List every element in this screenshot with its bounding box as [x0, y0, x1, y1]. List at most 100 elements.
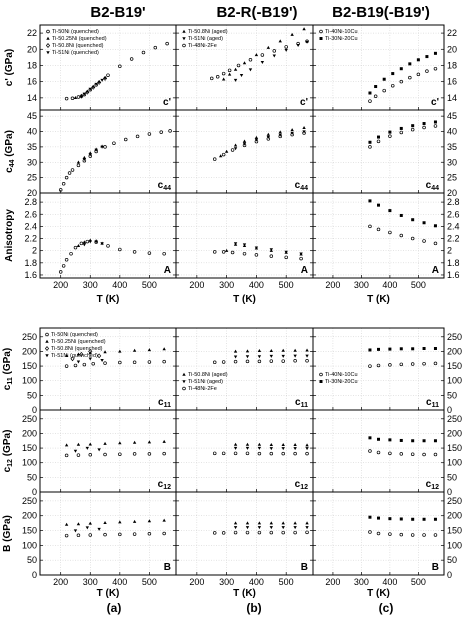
point-ti-51ni-quenched: [88, 240, 92, 244]
point-ti-51ni-aged: [272, 54, 276, 58]
legend-label-ti-50-25ni-quenched: Ti-50.25Ni (quenched): [51, 339, 106, 345]
point-ti-51ni-quenched: [82, 157, 87, 161]
point-ti-50ni-quenched: [147, 452, 152, 456]
panel-a-2-xtick-label: 200: [189, 280, 204, 290]
column-header-b2-b19-cu: B2-B19(-B19'): [332, 4, 430, 21]
legend-marker-ti-40ni-10cu: [319, 29, 323, 34]
panel-c12-3-ytick-label-right: 200: [447, 428, 462, 438]
point-ti-30ni-20cu: [411, 517, 415, 521]
point-ti-30ni-20cu: [422, 517, 426, 521]
point-ti-30ni-20cu: [388, 517, 392, 521]
point-ti-40ni-10cu: [410, 362, 415, 366]
point-ti-30ni-20cu: [433, 51, 437, 55]
point-ti-50-8ni-aged: [290, 128, 294, 132]
point-ti-50-8ni-aged: [245, 442, 250, 446]
point-ti-50-8ni-quenched: [91, 84, 96, 90]
point-ti-50ni-quenched: [58, 270, 63, 274]
point-ti-40ni-10cu: [382, 88, 386, 93]
point-ti-50-25ni-quenched: [76, 244, 81, 248]
point-ti-50ni-quenched: [61, 182, 66, 186]
point-ti-50ni-quenched: [91, 361, 95, 366]
panel-b-3-frame: [312, 491, 445, 576]
point-ti-50-8ni-aged: [293, 521, 297, 525]
panel-a-1-ytick-label: 1.8: [24, 258, 37, 268]
point-ti-50-25ni-quenched: [147, 440, 152, 444]
point-ti-30ni-20cu: [408, 62, 412, 66]
point-ti-51ni-aged: [269, 354, 274, 358]
point-ti-50ni-quenched: [88, 533, 93, 537]
point-ti-48ni-2fe: [293, 530, 297, 535]
legend-marker-ti-51ni-aged: [182, 37, 186, 41]
point-ti-51ni-aged: [239, 73, 244, 77]
xlabel-1-2: T (K): [233, 294, 256, 305]
legend-marker-ti-50-8ni-quenched: [45, 43, 51, 48]
panel-c-1-ytick-label: 14: [27, 93, 37, 103]
legend-label-ti-48ni-2fe: Ti-48Ni-2Fe: [188, 43, 217, 49]
point-ti-51ni-aged: [305, 526, 309, 530]
point-ti-40ni-10cu: [368, 145, 372, 149]
point-ti-51ni-aged: [233, 78, 238, 82]
point-ti-48ni-2fe: [305, 39, 309, 43]
point-ti-51ni-quenched: [82, 92, 87, 96]
point-ti-48ni-2fe: [293, 451, 297, 456]
point-ti-48ni-2fe: [281, 451, 285, 456]
point-ti-50ni-quenched: [123, 137, 128, 142]
point-ti-48ni-2fe: [305, 530, 309, 535]
point-ti-51ni-quenched: [73, 529, 78, 533]
point-ti-50-8ni-aged: [290, 32, 294, 36]
point-ti-30ni-20cu: [368, 348, 372, 352]
point-ti-30ni-20cu: [388, 438, 392, 442]
legend-marker-ti-50ni-quenched: [45, 332, 49, 337]
point-ti-50-8ni-aged: [242, 61, 247, 65]
point-ti-50-8ni-aged: [221, 77, 226, 81]
point-ti-48ni-2fe: [221, 152, 226, 157]
panel-b-1-ytick-label: 100: [22, 540, 37, 550]
panel-b-3-ytick-label-right: 150: [447, 526, 462, 536]
legend-label-ti-51ni-quenched: Ti-51Ni (quenched): [52, 50, 99, 56]
point-ti-48ni-2fe: [212, 451, 217, 456]
point-ti-40ni-10cu: [433, 241, 438, 246]
legend-label-ti-50-8ni-quenched: Ti-50.8Ni (quenched): [52, 43, 104, 49]
panel-c-3-ytick-label-right: 20: [447, 44, 457, 54]
point-ti-50-8ni-aged: [266, 45, 271, 49]
panel-c11-1-ytick-label: 0: [32, 405, 37, 415]
point-ti-50ni-quenched: [147, 251, 152, 255]
point-ti-50ni-quenched: [162, 251, 166, 256]
point-ti-40ni-10cu: [373, 94, 378, 98]
point-ti-48ni-2fe: [302, 131, 306, 135]
legend-label-ti-50-8ni-aged: Ti-50.8Ni (aged): [188, 372, 228, 378]
ylabel-b-gpa: B (GPa): [2, 515, 13, 552]
point-ti-50ni-quenched: [79, 241, 84, 246]
legend-marker-ti-51ni-quenched: [45, 354, 49, 358]
panel-c-3-ytick-label-right: 16: [447, 77, 457, 87]
point-ti-48ni-2fe: [290, 132, 294, 137]
point-ti-30ni-20cu: [399, 438, 403, 442]
panel-b-3-xtick-label: 400: [382, 577, 397, 587]
point-ti-40ni-10cu: [410, 127, 415, 132]
panel-a-3-ytick-label-right: 2.2: [447, 234, 460, 244]
point-ti-40ni-10cu: [422, 452, 426, 457]
point-ti-50-25ni-quenched: [147, 519, 152, 523]
point-ti-51ni-quenched: [100, 78, 104, 82]
point-ti-51ni-aged: [281, 447, 285, 451]
point-ti-51ni-aged: [233, 446, 238, 450]
point-ti-40ni-10cu: [399, 79, 404, 84]
point-ti-48ni-2fe: [260, 53, 265, 57]
point-ti-48ni-2fe: [212, 157, 217, 161]
point-ti-48ni-2fe: [215, 75, 220, 79]
point-ti-50-8ni-aged: [281, 348, 285, 352]
panel-a-3-ytick-label-right: 2.4: [447, 221, 460, 231]
point-ti-51ni-quenched: [85, 446, 90, 450]
point-ti-30ni-20cu: [433, 517, 437, 521]
point-ti-50-8ni-aged: [266, 132, 271, 136]
point-ti-50ni-quenched: [64, 453, 69, 458]
panel-c-1-ytick-label: 18: [27, 60, 37, 70]
point-ti-48ni-2fe: [230, 250, 235, 255]
panel-c12-3-ytick-label-right: 50: [447, 472, 457, 482]
point-ti-48ni-2fe: [278, 134, 282, 139]
point-ti-50ni-quenched: [129, 57, 134, 61]
point-ti-50ni-quenched: [73, 245, 78, 250]
panel-a-1-xtick-label: 300: [83, 280, 98, 290]
legend-label-ti-50-8ni-aged: Ti-50.8Ni (aged): [188, 29, 228, 35]
point-ti-50ni-quenched: [162, 531, 166, 536]
